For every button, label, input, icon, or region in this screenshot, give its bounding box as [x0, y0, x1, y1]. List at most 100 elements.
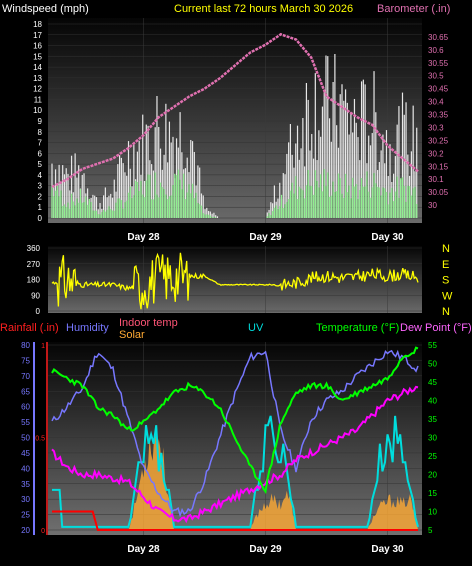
- day-label: Day 28: [127, 544, 160, 555]
- direction-panel-series: [51, 252, 419, 310]
- temperature-tick-label: 40: [428, 397, 437, 406]
- compass-label: N: [442, 306, 450, 318]
- direction-tick-label: 270: [27, 260, 41, 269]
- barometer-tick-label: 30.3: [428, 123, 444, 132]
- direction-tick-label: 0: [36, 307, 41, 316]
- humidity-tick-label: 25: [21, 511, 30, 520]
- temperature-tick-label: 50: [428, 360, 437, 369]
- temperature-tick-label: 20: [428, 471, 437, 480]
- legend-indoor-temp: Indoor temp: [119, 317, 178, 329]
- rainfall-line: [52, 510, 418, 531]
- direction-tick-label: 180: [27, 276, 41, 285]
- humidity-tick-label: 80: [21, 341, 30, 350]
- wind-x-axis: Day 28 Day 29 Day 30: [127, 232, 404, 243]
- wind-tick-label: 9: [38, 117, 43, 126]
- temperature-tick-label: 15: [428, 489, 437, 498]
- barometer-line: [51, 32, 419, 189]
- day-label: Day 30: [371, 232, 404, 243]
- wind-tick-label: 17: [33, 31, 42, 40]
- humidity-line: [51, 349, 419, 518]
- wind-tick-label: 11: [34, 95, 43, 104]
- humidity-tick-label: 55: [21, 418, 30, 427]
- humidity-tick-label: 35: [21, 480, 30, 489]
- barometer-axis-label: Barometer (.in): [377, 3, 450, 15]
- direction-degree-axis: 0 90 180 270 360: [27, 244, 41, 316]
- humidity-tick-label: 70: [21, 372, 30, 381]
- wind-tick-label: 14: [33, 63, 42, 72]
- wind-tick-label: 1: [38, 203, 43, 212]
- barometer-y-axis: 30 30.05 30.1 30.15 30.2 30.25 30.3 30.35 30.4 30…: [428, 33, 449, 210]
- humidity-tick-label: 45: [21, 449, 30, 458]
- rain-tick-label: 1: [41, 343, 45, 350]
- barometer-tick-label: 30.2: [428, 149, 444, 158]
- wind-tick-label: 12: [33, 85, 42, 94]
- day-label: Day 28: [127, 232, 160, 243]
- temperature-y-axis: 5 10 15 20 25 30 35 40 45 50 55: [428, 341, 437, 535]
- humidity-y-axis: 20 25 30 35 40 45 50 55 60 65 70 75 80: [21, 341, 35, 535]
- legend-uv: UV: [248, 322, 264, 334]
- direction-tick-label: 90: [31, 291, 40, 300]
- legend-solar: Solar: [119, 329, 145, 341]
- direction-line: [51, 252, 419, 310]
- humidity-tick-label: 60: [21, 403, 30, 412]
- legend-rainfall: Rainfall (.in): [0, 322, 59, 334]
- humidity-tick-label: 40: [21, 464, 30, 473]
- legend-dewpoint: Dew Point (°F): [400, 322, 472, 334]
- temperature-tick-label: 10: [428, 508, 437, 517]
- solar-area: [250, 490, 296, 530]
- temperature-tick-label: 55: [428, 341, 437, 350]
- barometer-tick-label: 30.25: [428, 136, 449, 145]
- barometer-tick-label: 30.65: [428, 33, 449, 42]
- compass-label: W: [442, 290, 453, 302]
- day-label: Day 30: [371, 544, 404, 555]
- wind-tick-label: 18: [33, 20, 42, 29]
- legend-humidity: Humidity: [66, 322, 109, 334]
- barometer-tick-label: 30: [428, 201, 437, 210]
- wind-tick-label: 15: [33, 52, 42, 61]
- chart-title: Current last 72 hours March 30 2026: [174, 3, 353, 15]
- temperature-tick-label: 25: [428, 452, 437, 461]
- temperature-tick-label: 30: [428, 434, 437, 443]
- barometer-tick-label: 30.5: [428, 72, 444, 81]
- barometer-tick-label: 30.1: [428, 175, 444, 184]
- solar-area: [367, 494, 418, 530]
- wind-tick-label: 13: [33, 74, 42, 83]
- direction-tick-label: 360: [27, 244, 41, 253]
- wind-tick-label: 10: [33, 106, 42, 115]
- temperature-tick-label: 35: [428, 415, 437, 424]
- barometer-tick-label: 30.35: [428, 111, 449, 120]
- uv-line: [52, 415, 419, 528]
- rain-tick-label: 0: [41, 528, 45, 535]
- humidity-tick-label: 30: [21, 495, 30, 504]
- barometer-tick-label: 30.45: [428, 85, 449, 94]
- humidity-tick-label: 65: [21, 387, 30, 396]
- barometer-tick-label: 30.15: [428, 162, 449, 171]
- day-label: Day 29: [249, 544, 282, 555]
- humidity-tick-label: 20: [21, 526, 30, 535]
- humidity-tick-label: 50: [21, 434, 30, 443]
- wind-tick-label: 0: [38, 214, 43, 223]
- wind-tick-label: 6: [38, 149, 43, 158]
- climate-x-axis: Day 28 Day 29 Day 30: [127, 544, 404, 555]
- barometer-tick-label: 30.55: [428, 59, 449, 68]
- barometer-tick-label: 30.05: [428, 188, 449, 197]
- wind-panel-series: [51, 32, 419, 218]
- rainfall-y-axis: 00.51: [35, 342, 48, 535]
- day-label: Day 29: [249, 232, 282, 243]
- wind-tick-label: 4: [38, 171, 43, 180]
- wind-tick-label: 5: [38, 160, 43, 169]
- wind-tick-label: 3: [38, 182, 43, 191]
- dewpoint-line: [51, 385, 419, 524]
- temperature-tick-label: 5: [428, 526, 433, 535]
- temperature-line: [51, 346, 419, 495]
- temperature-tick-label: 45: [428, 378, 437, 387]
- legend-temperature: Temperature (°F): [316, 322, 399, 334]
- rain-tick-label: 0.5: [35, 436, 45, 443]
- wind-tick-label: 16: [33, 42, 42, 51]
- barometer-tick-label: 30.4: [428, 98, 444, 107]
- compass-label: N: [442, 243, 450, 255]
- barometer-tick-label: 30.6: [428, 46, 444, 55]
- windspeed-axis-label: Windspeed (mph): [2, 3, 89, 15]
